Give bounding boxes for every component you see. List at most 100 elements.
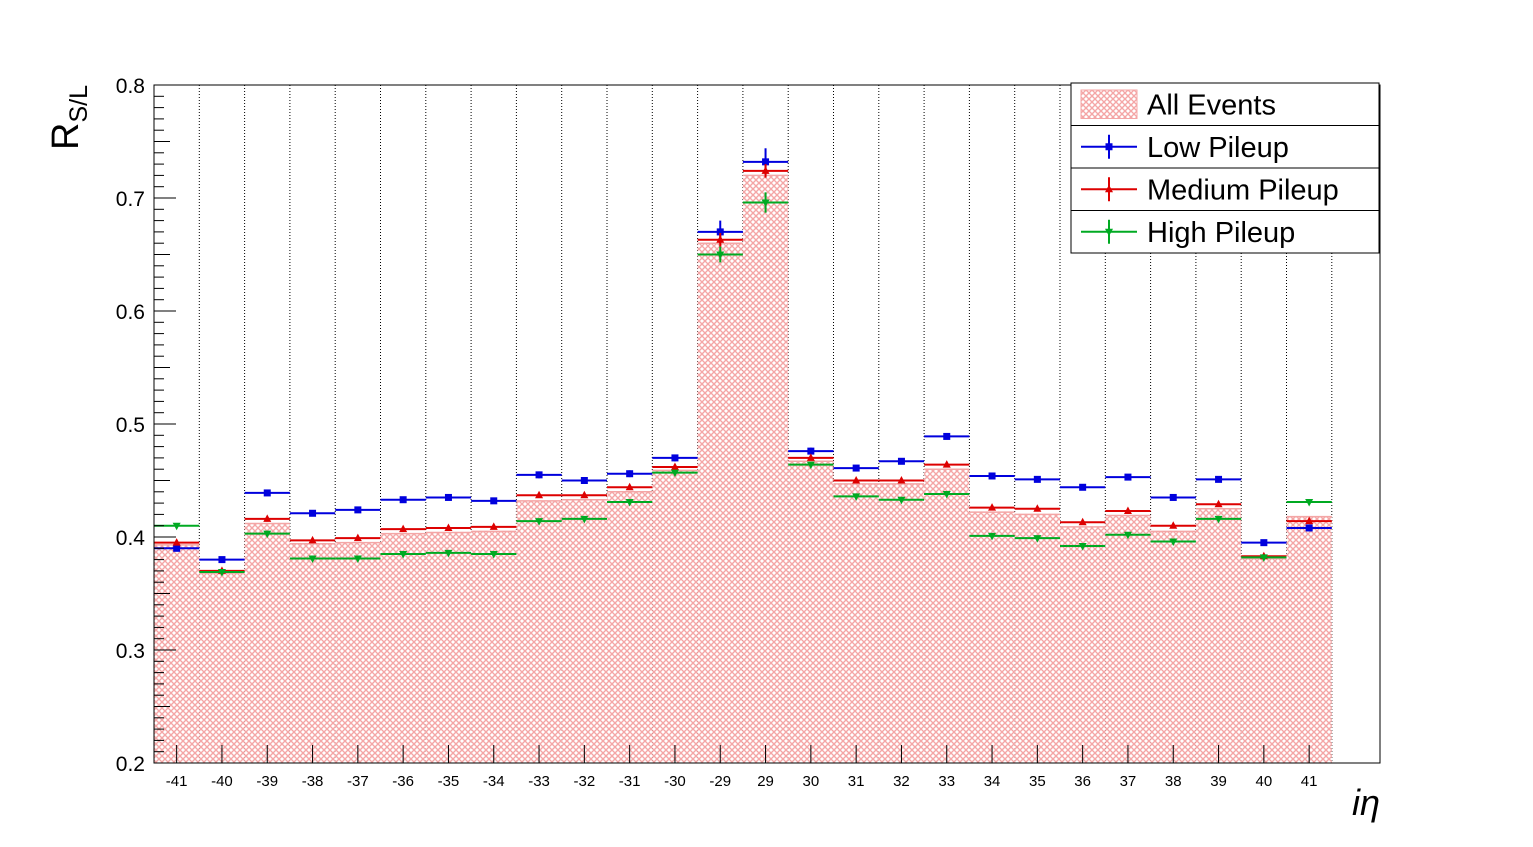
medium-pileup-point--32 bbox=[580, 490, 589, 499]
low-pileup-point--31 bbox=[626, 470, 634, 478]
y-axis-title: RS/L bbox=[45, 85, 93, 150]
x-tick-label-37: 37 bbox=[1120, 773, 1137, 790]
all-events-bar--36 bbox=[380, 533, 426, 763]
low-pileup-point--35 bbox=[444, 493, 452, 501]
all-events-bar-33 bbox=[924, 469, 970, 763]
medium-pileup-point--29 bbox=[716, 235, 725, 243]
x-tick-label-32: 32 bbox=[893, 773, 910, 790]
x-tick-label--40: -40 bbox=[211, 773, 233, 790]
low-pileup-point--38 bbox=[309, 509, 317, 517]
medium-pileup-point-35 bbox=[1033, 504, 1042, 512]
all-events-bar-38 bbox=[1150, 531, 1196, 763]
all-events-bar--38 bbox=[289, 543, 336, 763]
x-tick-label--31: -31 bbox=[619, 773, 641, 790]
y-tick-label-0.6: 0.6 bbox=[116, 301, 145, 324]
all-events-bar--41 bbox=[154, 544, 200, 763]
high-pileup-point-40 bbox=[1259, 554, 1268, 562]
x-tick-label-34: 34 bbox=[984, 773, 1001, 790]
high-pileup-point--39 bbox=[263, 530, 272, 539]
medium-pileup-point--38 bbox=[308, 535, 317, 544]
x-tick-label-30: 30 bbox=[803, 773, 820, 790]
all-events-bar--31 bbox=[607, 491, 653, 763]
legend-marker-medium-pileup bbox=[1105, 184, 1113, 193]
y-axis-title-main: R bbox=[45, 123, 87, 150]
legend-label-all-events: All Events bbox=[1147, 89, 1276, 121]
all-events-bar--37 bbox=[335, 542, 381, 763]
low-pileup-point-41 bbox=[1305, 524, 1313, 532]
all-events-bar-35 bbox=[1014, 514, 1060, 763]
high-pileup-point-41 bbox=[1305, 498, 1314, 507]
x-tick-label--29: -29 bbox=[709, 773, 731, 790]
low-pileup-point--33 bbox=[535, 471, 543, 479]
high-pileup-point--37 bbox=[353, 555, 362, 563]
all-events-bar--39 bbox=[244, 523, 290, 763]
x-tick-label-36: 36 bbox=[1074, 773, 1091, 790]
high-pileup-point--32 bbox=[580, 515, 589, 524]
all-events-bar-40 bbox=[1241, 558, 1287, 763]
high-pileup-point-39 bbox=[1214, 515, 1223, 524]
all-events-bar--40 bbox=[199, 573, 245, 763]
low-pileup-point--37 bbox=[354, 506, 362, 514]
x-tick-label--30: -30 bbox=[664, 773, 686, 790]
low-pileup-point-36 bbox=[1079, 483, 1087, 491]
low-pileup-point-37 bbox=[1124, 473, 1132, 481]
all-events-bar--33 bbox=[516, 500, 562, 763]
high-pileup-point--40 bbox=[217, 569, 226, 577]
legend-marker-high-pileup bbox=[1105, 228, 1113, 237]
medium-pileup-point--36 bbox=[399, 524, 408, 533]
x-tick-label--38: -38 bbox=[302, 773, 324, 790]
y-axis-title-sub: S/L bbox=[65, 85, 93, 123]
high-pileup-point--35 bbox=[444, 549, 453, 558]
medium-pileup-point--35 bbox=[444, 523, 453, 531]
legend: All Events Low Pileup Medium Pileup High Pi… bbox=[1070, 82, 1380, 254]
low-pileup-point-39 bbox=[1215, 475, 1223, 483]
high-pileup-point-31 bbox=[852, 493, 861, 501]
all-events-bar-41 bbox=[1286, 516, 1332, 763]
x-axis-title: iη bbox=[1352, 782, 1380, 823]
low-pileup-point--41 bbox=[173, 544, 181, 552]
high-pileup-point-32 bbox=[897, 496, 906, 505]
medium-pileup-point--33 bbox=[535, 490, 544, 499]
all-events-bar-39 bbox=[1195, 508, 1242, 763]
high-pileup-point-33 bbox=[942, 491, 951, 499]
medium-pileup-point--41 bbox=[172, 538, 181, 546]
legend-label-high-pileup: High Pileup bbox=[1147, 217, 1295, 249]
medium-pileup-point-34 bbox=[988, 503, 997, 511]
x-tick-label--37: -37 bbox=[347, 773, 369, 790]
x-tick-label--32: -32 bbox=[574, 773, 596, 790]
low-pileup-point--30 bbox=[671, 454, 679, 462]
x-axis: -41 -40 -39 -38 -37 -36 -35 -34 -33 -32 -31 -30 -29 2… bbox=[166, 745, 1317, 790]
x-tick-label--33: -33 bbox=[528, 773, 550, 790]
medium-pileup-point-38 bbox=[1169, 521, 1178, 529]
x-tick-label-29: 29 bbox=[757, 773, 774, 790]
high-pileup-point--38 bbox=[308, 555, 317, 563]
x-tick-label-40: 40 bbox=[1256, 773, 1273, 790]
legend-label-medium-pileup: Medium Pileup bbox=[1147, 174, 1339, 206]
pileup-markers bbox=[154, 148, 1332, 577]
medium-pileup-point-33 bbox=[942, 460, 951, 468]
high-pileup-point--29 bbox=[716, 251, 725, 259]
high-pileup-point-30 bbox=[806, 461, 815, 470]
medium-pileup-point--30 bbox=[670, 462, 679, 470]
all-events-bar-31 bbox=[833, 483, 879, 763]
medium-pileup-point-32 bbox=[897, 476, 906, 484]
high-pileup-point-38 bbox=[1169, 538, 1178, 547]
x-tick-label-38: 38 bbox=[1165, 773, 1182, 790]
y-axis: 0.2 0.3 0.4 0.5 0.6 0.7 0.8 bbox=[116, 75, 176, 776]
high-pileup-point-34 bbox=[988, 532, 997, 541]
legend-label-low-pileup: Low Pileup bbox=[1147, 132, 1289, 164]
high-pileup-point-29 bbox=[761, 199, 770, 208]
medium-pileup-point--37 bbox=[353, 533, 362, 542]
x-tick-label-33: 33 bbox=[938, 773, 955, 790]
low-pileup-point-32 bbox=[897, 457, 905, 465]
high-pileup-point--31 bbox=[625, 498, 634, 507]
low-pileup-point-38 bbox=[1169, 493, 1177, 501]
high-pileup-point--41 bbox=[172, 522, 181, 531]
high-pileup-point--30 bbox=[670, 469, 679, 478]
low-pileup-point-31 bbox=[852, 464, 860, 472]
low-pileup-point--40 bbox=[218, 556, 226, 564]
y-tick-label-0.4: 0.4 bbox=[116, 527, 146, 550]
all-events-bar-32 bbox=[878, 483, 925, 763]
legend-swatch-all-events bbox=[1080, 89, 1138, 119]
x-tick-label--39: -39 bbox=[256, 773, 278, 790]
